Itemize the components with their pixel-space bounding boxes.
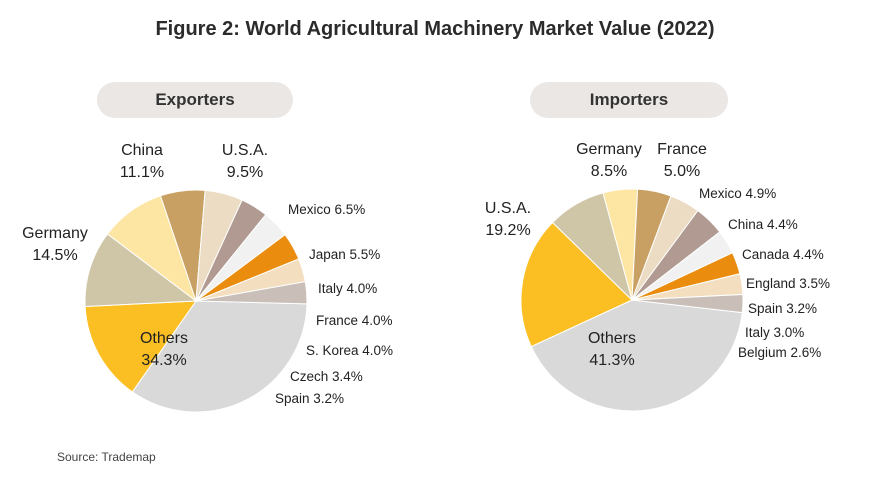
importers-label-france: France	[657, 141, 707, 158]
exporters-slice-others	[131, 300, 308, 413]
importers-slice-others	[530, 299, 743, 412]
importers-value-label-france: 5.0%	[664, 163, 700, 180]
chart-title: Figure 2: World Agricultural Machinery M…	[155, 18, 715, 40]
importers-label-germany: Germany	[576, 141, 642, 158]
exporters-label-germany: Germany	[22, 225, 88, 242]
exporters-label-czech: Czech 3.4%	[290, 369, 363, 384]
exporters-value-label-others: 34.3%	[141, 352, 186, 369]
importers-label-canada: Canada 4.4%	[742, 247, 824, 262]
exporters-value-label-u-s-a: 9.5%	[227, 164, 263, 181]
exporters-label-mexico: Mexico 6.5%	[288, 202, 365, 217]
importers-label-england: England 3.5%	[746, 276, 830, 291]
exporters-slice-spain	[195, 281, 308, 305]
importers-value-label-germany: 8.5%	[591, 163, 627, 180]
exporters-slice-germany	[84, 300, 197, 393]
importers-label-u-s-a: U.S.A.	[485, 200, 531, 217]
exporters-label-u-s-a: U.S.A.	[222, 142, 268, 159]
importers-label-china: China 4.4%	[728, 217, 798, 232]
importers-label-others: Others	[588, 330, 636, 347]
exporters-label-others: Others	[140, 330, 188, 347]
exporters-label-china: China	[121, 142, 163, 159]
importers-label-italy: Italy 3.0%	[745, 325, 804, 340]
exporters-slice-china	[84, 233, 198, 307]
importers-value-label-others: 41.3%	[589, 352, 634, 369]
importers-slice-belgium	[631, 293, 744, 314]
importers-label-belgium: Belgium 2.6%	[738, 345, 821, 360]
exporters-value-label-germany: 14.5%	[32, 247, 77, 264]
importers-label-spain: Spain 3.2%	[748, 301, 817, 316]
importers-slice-u-s-a	[520, 221, 633, 348]
exporters-label-spain: Spain 3.2%	[275, 391, 344, 406]
exporters-panel-title: Exporters	[97, 82, 293, 118]
exporters-label-italy: Italy 4.0%	[318, 281, 377, 296]
importers-label-mexico: Mexico 4.9%	[699, 186, 776, 201]
source-note: Source: Trademap	[57, 450, 156, 464]
exporters-label-japan: Japan 5.5%	[309, 247, 380, 262]
importers-value-label-u-s-a: 19.2%	[485, 222, 530, 239]
exporters-label-france: France 4.0%	[316, 313, 393, 328]
exporters-pie: Others 34.3% Germany 14.5% China 11.1% U.S.A. 9…	[22, 142, 393, 413]
exporters-label-s-korea: S. Korea 4.0%	[306, 343, 393, 358]
importers-pie: Others 41.3% U.S.A. 19.2% Germany 8.5% France 5…	[485, 141, 830, 412]
importers-panel-title: Importers	[530, 82, 728, 118]
exporters-value-label-china: 11.1%	[120, 164, 164, 181]
